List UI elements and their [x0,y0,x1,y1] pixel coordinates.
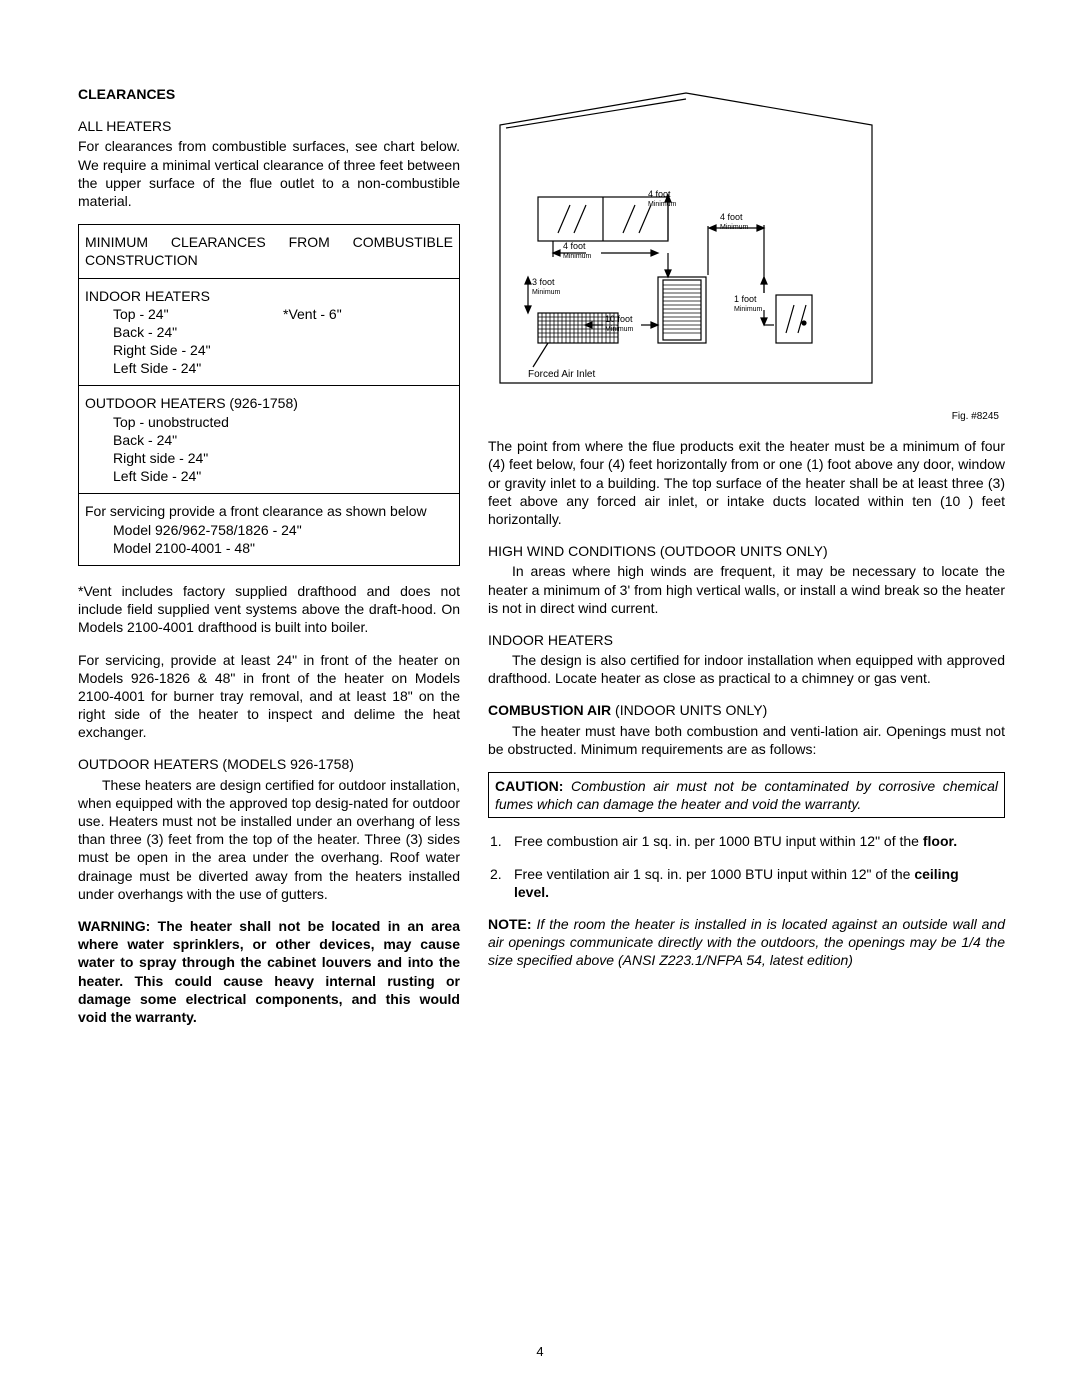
outdoor-models-heading: OUTDOOR HEATERS (MODELS 926-1758) [78,755,460,773]
combustion-air-heading: COMBUSTION AIR (INDOOR UNITS ONLY) [488,701,1005,719]
indoor-para: The design is also certified for indoor … [488,651,1005,687]
dia-4b2: Minimum [563,253,592,260]
dia-4a2: Minimum [648,201,677,208]
vent-note: *Vent includes factory supplied drafthoo… [78,582,460,637]
dia-4c: 4 foot [720,212,743,222]
dia-102: Minimum [605,326,634,333]
dia-4b: 4 foot [563,241,586,251]
clearance-diagram: 4 foot Minimum 4 foot Minimum 4 foot Min… [488,85,1005,394]
spec-left: Left Side - 24" [85,359,453,377]
dia-4c2: Minimum [720,224,749,231]
spec-o-left: Left Side - 24" [85,467,453,485]
clearance-table: MINIMUM CLEARANCES FROM COMBUSTIBLE CONS… [78,224,460,566]
dia-fai: Forced Air Inlet [528,369,595,380]
right-column: 4 foot Minimum 4 foot Minimum 4 foot Min… [488,85,1005,1040]
note-para: NOTE: If the room the heater is installe… [488,915,1005,970]
model-line-2: Model 2100-4001 - 48" [85,539,453,557]
indoor-heaters-heading: INDOOR HEATERS [85,287,453,305]
dia-3: 3 foot [532,277,555,287]
combustion-para: The heater must have both combustion and… [488,722,1005,758]
indoor-heaters-heading: INDOOR HEATERS [488,631,1005,649]
spec-back: Back - 24" [85,323,453,341]
warning-para: WARNING: The heater shall not be located… [78,917,460,1026]
left-column: CLEARANCES ALL HEATERS For clearances fr… [78,85,460,1040]
table-title: MINIMUM CLEARANCES FROM COMBUSTIBLE CONS… [85,233,453,269]
list-item: 2.Free ventilation air 1 sq. in. per 100… [488,865,1005,901]
high-wind-para: In areas where high winds are frequent, … [488,562,1005,617]
dia-4a: 4 foot [648,189,671,199]
servicing-line: For servicing provide a front clearance … [85,502,453,520]
spec-right: Right Side - 24" [85,341,453,359]
heading-clearances: CLEARANCES [78,85,460,103]
dia-32: Minimum [532,289,561,296]
dia-10: 10 foot [605,314,633,324]
outdoor-heaters-heading: OUTDOOR HEATERS (926-1758) [85,394,453,412]
subheading-all-heaters: ALL HEATERS [78,117,460,135]
para-all-heaters: For clearances from combustible surfaces… [78,137,460,210]
spec-top: Top - 24" [85,305,283,323]
servicing-para: For servicing, provide at least 24" in f… [78,651,460,742]
list-item: 1.Free combustion air 1 sq. in. per 1000… [488,832,1005,850]
page-number: 4 [536,1344,543,1361]
outdoor-para: These heaters are design certified for o… [78,776,460,903]
high-wind-heading: HIGH WIND CONDITIONS (OUTDOOR UNITS ONLY… [488,542,1005,560]
dia-12: Minimum [734,306,763,313]
spec-vent: *Vent - 6" [283,305,453,323]
spec-o-top: Top - unobstructed [85,413,453,431]
model-line-1: Model 926/962-758/1826 - 24" [85,521,453,539]
figure-caption: Fig. #8245 [488,410,999,423]
flue-para: The point from where the flue products e… [488,437,1005,528]
requirements-list: 1.Free combustion air 1 sq. in. per 1000… [488,832,1005,901]
caution-box: CAUTION: Combustion air must not be cont… [488,772,1005,818]
spec-o-right: Right side - 24" [85,449,453,467]
spec-o-back: Back - 24" [85,431,453,449]
dia-1: 1 foot [734,294,757,304]
